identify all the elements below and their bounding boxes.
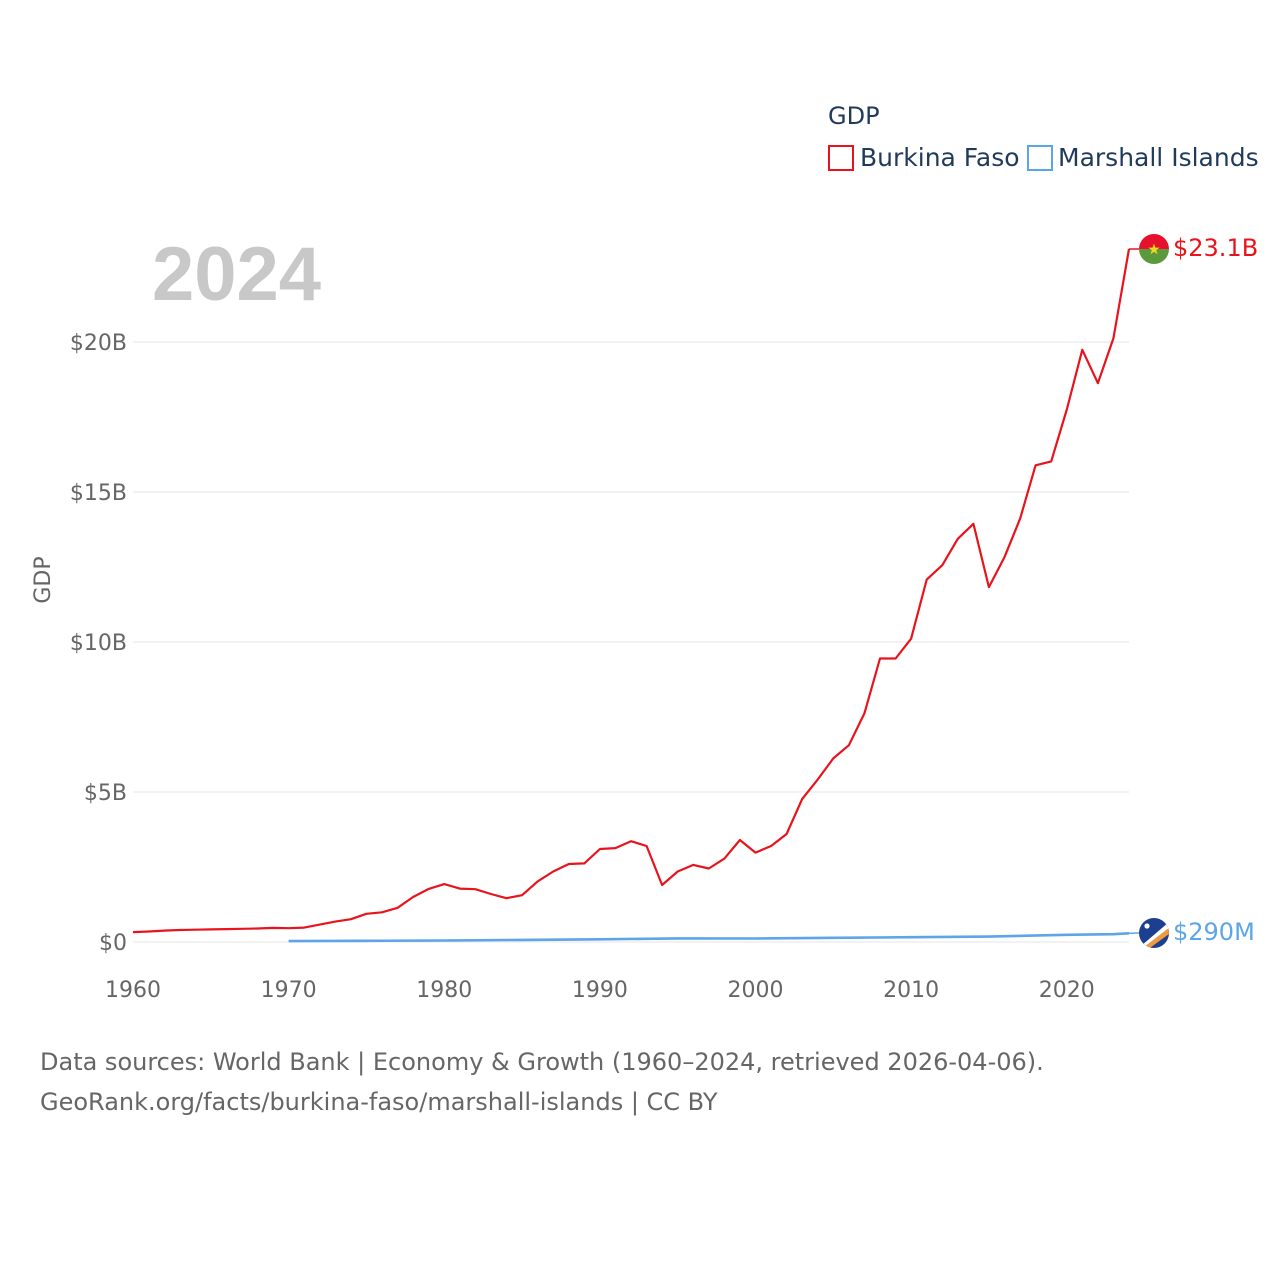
- series-line-marshall-islands[interactable]: [288, 932, 1130, 943]
- y-tick-label: $20B: [70, 331, 127, 356]
- legend-swatch-marshall-islands: [1027, 145, 1053, 171]
- x-tick-label: 1980: [416, 978, 472, 1003]
- burkina-faso-flag-icon: [1139, 234, 1169, 264]
- legend-item-marshall-islands[interactable]: Marshall Islands: [1027, 143, 1259, 172]
- gdp-line-chart: $0 $5B $10B $15B $20B 1960 1970 1980 1990 2000 20…: [31, 102, 1259, 1003]
- legend-label-burkina-faso: Burkina Faso: [860, 143, 1020, 172]
- x-tick-label: 1960: [105, 978, 161, 1003]
- x-tick-label: 2000: [728, 978, 784, 1003]
- legend-title: GDP: [828, 102, 880, 130]
- data-sources-text: Data sources: World Bank | Economy & Gro…: [40, 1048, 1044, 1076]
- marshall-islands-flag-icon: [1139, 918, 1169, 948]
- y-axis-title: GDP: [31, 556, 56, 603]
- x-tick-label: 2020: [1039, 978, 1095, 1003]
- source-url-text: GeoRank.org/facts/burkina-faso/marshall-…: [40, 1088, 718, 1116]
- grid-lines: [133, 341, 1129, 943]
- chart-footer: Data sources: World Bank | Economy & Gro…: [40, 1042, 1240, 1122]
- x-tick-label: 1990: [572, 978, 628, 1003]
- series-lines: [132, 248, 1140, 943]
- y-tick-label: $10B: [70, 631, 127, 656]
- year-label: 2024: [152, 232, 321, 317]
- y-tick-label: $15B: [70, 481, 127, 506]
- legend: GDP Burkina Faso Marshall Islands: [828, 102, 1259, 172]
- y-tick-label: $0: [99, 931, 127, 956]
- y-tick-label: $5B: [84, 781, 127, 806]
- legend-swatch-burkina-faso: [828, 145, 854, 171]
- legend-label-marshall-islands: Marshall Islands: [1058, 143, 1259, 172]
- legend-item-burkina-faso[interactable]: Burkina Faso: [828, 143, 1020, 172]
- y-axis-ticks: $0 $5B $10B $15B $20B: [70, 331, 127, 956]
- x-tick-label: 1970: [261, 978, 317, 1003]
- series-line-burkina-faso[interactable]: [132, 248, 1131, 934]
- x-axis-ticks: 1960 1970 1980 1990 2000 2010 2020: [105, 978, 1095, 1003]
- x-tick-label: 2010: [883, 978, 939, 1003]
- marshall-islands-end-label: $290M: [1173, 918, 1255, 946]
- burkina-faso-end-label: $23.1B: [1173, 234, 1258, 262]
